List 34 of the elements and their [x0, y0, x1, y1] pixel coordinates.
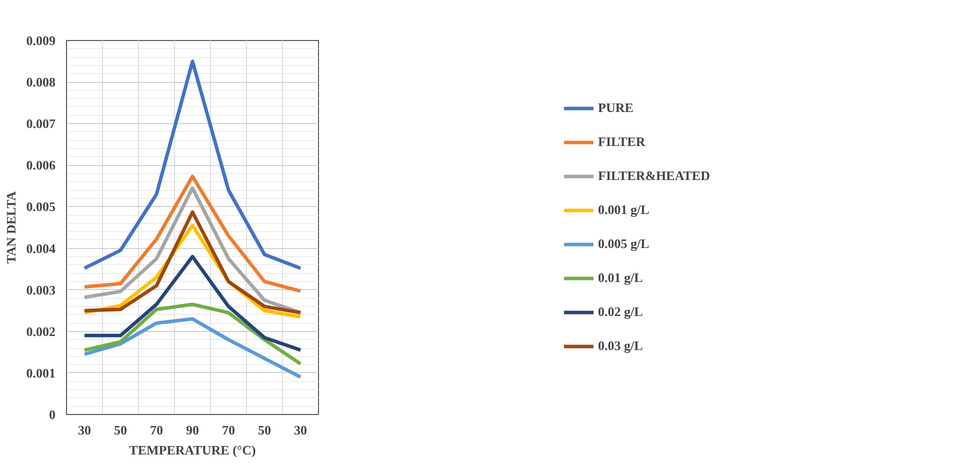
- x-tick-label: 30: [294, 422, 307, 438]
- line-series: [82, 60, 302, 270]
- legend-label: 0.03 g/L: [598, 338, 643, 354]
- line-series: [82, 302, 302, 366]
- y-tick-label: 0.002: [26, 324, 56, 339]
- legend-label: PURE: [598, 100, 634, 116]
- y-tick-label: 0.006: [26, 158, 56, 173]
- legend-label: FILTER&HEATED: [598, 168, 710, 184]
- legend-label: 0.005 g/L: [598, 236, 650, 252]
- y-tick-label: 0.001: [26, 365, 56, 380]
- x-tick-label: 90: [186, 422, 199, 438]
- y-tick-label: 0.005: [26, 199, 56, 214]
- y-tick-label: 0.007: [26, 116, 56, 132]
- legend-label: 0.001 g/L: [598, 202, 650, 218]
- y-tick-label: 0.003: [26, 282, 56, 298]
- line-series: [82, 186, 302, 314]
- y-tick-label: 0: [49, 407, 56, 422]
- line-series: [82, 317, 302, 379]
- legend-label: 0.01 g/L: [598, 270, 643, 286]
- x-tick-label: 70: [150, 422, 163, 438]
- legend-label: 0.02 g/L: [598, 304, 643, 320]
- x-tick-label: 50: [114, 422, 127, 438]
- x-axis-title: TEMPERATURE (°C): [129, 442, 256, 458]
- line-series: [82, 254, 302, 352]
- x-tick-label: 50: [258, 422, 271, 438]
- y-tick-label: 0.008: [26, 74, 56, 90]
- y-axis-title: TAN DELTA: [3, 190, 18, 264]
- line-series: [82, 174, 302, 293]
- x-tick-label: 30: [78, 422, 91, 438]
- line-series: [82, 210, 302, 314]
- y-tick-label: 0.004: [26, 240, 56, 256]
- legend-label: FILTER: [598, 134, 646, 150]
- x-tick-label: 70: [222, 422, 235, 438]
- y-tick-label: 0.009: [26, 33, 56, 48]
